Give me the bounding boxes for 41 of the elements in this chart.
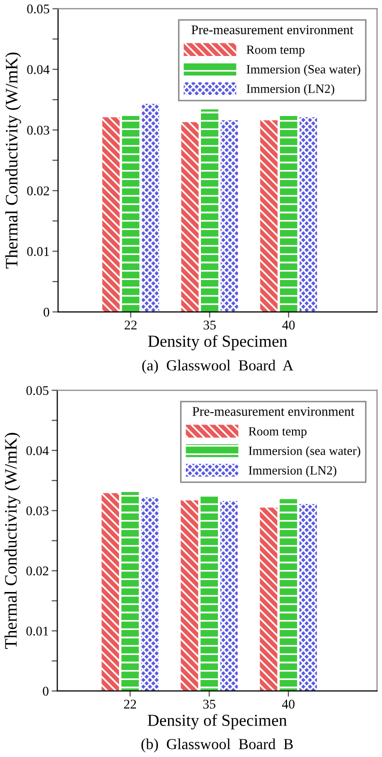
bar [121,492,139,691]
y-tick-label: 0.03 [26,506,48,516]
x-tick-label: 35 [203,700,216,709]
y-tick-label: 0 [42,686,48,696]
y-tick-label: 0.02 [26,566,48,576]
x-tick-label: 40 [282,700,294,709]
x-axis-title: Density of Specimen [148,334,288,350]
y-tick-label: 0.02 [27,186,50,196]
bar [141,497,159,691]
y-tick-label: 0.05 [26,386,48,396]
bar [280,499,298,691]
legend-title: Pre-measurement environment [192,406,354,416]
legend-label: Immersion (sea water) [248,446,360,458]
bar [102,493,120,691]
y-tick-label: 0 [44,308,50,317]
text: (a) Glasswool Board A [142,360,294,374]
legend-label: Room temp [248,427,307,438]
x-axis-title: Density of Specimen [148,714,287,730]
bar [180,500,198,691]
y-tick-label: 0.05 [27,4,50,14]
text: (b) Glasswool Board B [141,738,293,752]
x-tick-label: 22 [124,700,136,708]
bar [260,508,278,691]
y-axis-title: Thermal Conductivity (W/mK) [5,52,22,268]
legend-label: Immersion (LN2) [248,466,336,478]
bar [200,496,218,691]
x-tick-label: 40 [282,320,295,330]
y-axis-title: Thermal Conductivity (W/mK) [4,432,20,649]
y-tick-label: 0.01 [27,247,49,256]
legend-title: Pre-measurement environment [191,25,354,34]
x-tick-label: 22 [124,320,137,330]
y-tick-label: 0.01 [26,626,48,636]
x-tick-label: 35 [204,320,216,330]
bar [220,500,238,691]
legend-label: Room temp [246,46,304,56]
legend-label: Immersion (Sea water) [246,64,360,76]
legend-label: Immersion (LN2) [246,84,334,96]
y-tick-label: 0.04 [26,446,49,456]
bar [299,504,317,691]
y-tick-label: 0.03 [27,126,50,135]
y-tick-label: 0.04 [27,65,50,74]
